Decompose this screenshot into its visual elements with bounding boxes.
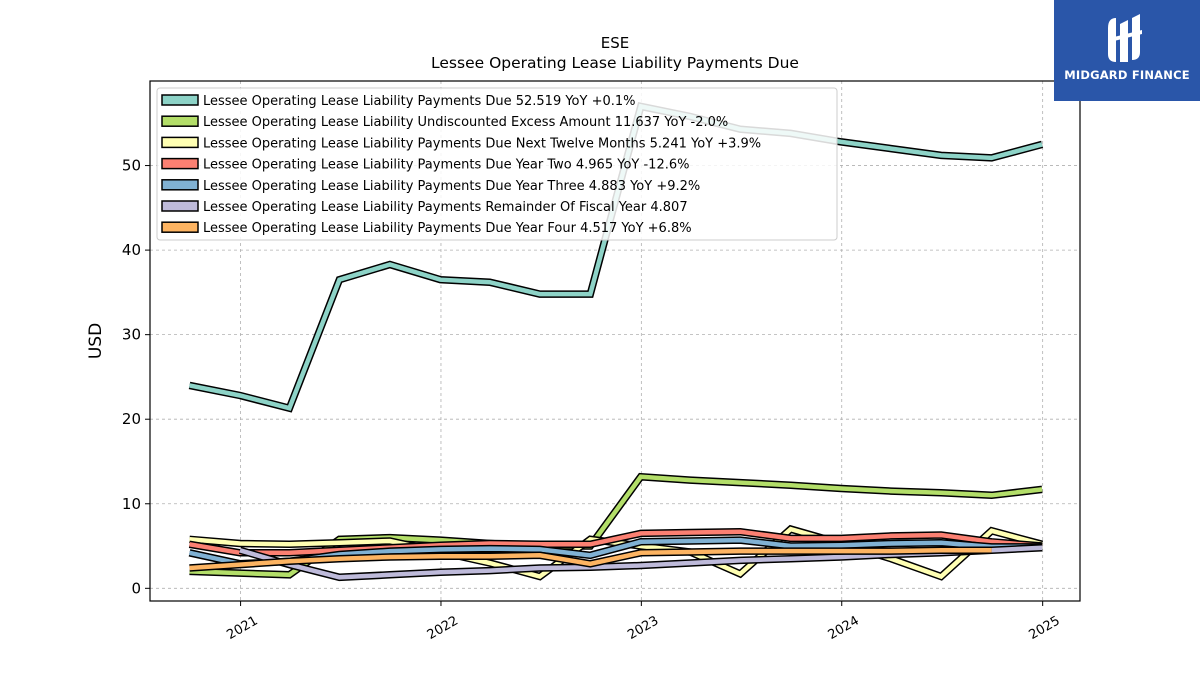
x-tick-label: 2024 bbox=[826, 613, 862, 643]
legend-swatch bbox=[161, 221, 199, 233]
legend-label: Lessee Operating Lease Liability Payment… bbox=[203, 136, 761, 151]
y-tick-label: 20 bbox=[122, 410, 141, 428]
y-tick-label: 40 bbox=[122, 241, 141, 259]
brand-name: MIDGARD FINANCE bbox=[1064, 68, 1190, 82]
x-tick-label: 2025 bbox=[1027, 613, 1063, 643]
legend-label: Lessee Operating Lease Liability Payment… bbox=[203, 200, 688, 215]
legend-swatch bbox=[161, 115, 199, 127]
y-axis-label: USD bbox=[86, 323, 106, 359]
legend-swatch bbox=[161, 136, 199, 149]
legend-swatch bbox=[161, 94, 199, 106]
plot-frame bbox=[149, 80, 1081, 602]
legend-label: Lessee Operating Lease Liability Payment… bbox=[203, 179, 700, 194]
y-tick-label: 50 bbox=[122, 157, 141, 175]
legend-label: Lessee Operating Lease Liability Undisco… bbox=[203, 115, 728, 130]
legend-swatch bbox=[161, 200, 199, 212]
chart-title: ESE bbox=[601, 34, 629, 52]
y-tick-label: 30 bbox=[122, 326, 141, 344]
chart-subtitle: Lessee Operating Lease Liability Payment… bbox=[431, 54, 799, 72]
legend-swatch bbox=[161, 179, 199, 191]
legend-label: Lessee Operating Lease Liability Payment… bbox=[203, 94, 636, 109]
series-3-line bbox=[189, 529, 1043, 556]
series-layer bbox=[188, 102, 1044, 582]
logo-mark-icon bbox=[1108, 14, 1142, 62]
y-tick-label: 0 bbox=[131, 579, 141, 597]
x-tick-label: 2022 bbox=[425, 613, 461, 643]
series-6-line bbox=[189, 548, 992, 571]
x-tick-label: 2021 bbox=[224, 613, 260, 643]
brand-logo: MIDGARD FINANCE bbox=[1054, 0, 1200, 101]
legend: Lessee Operating Lease Liability Payment… bbox=[156, 87, 838, 241]
legend-label: Lessee Operating Lease Liability Payment… bbox=[203, 158, 689, 173]
legend-box bbox=[156, 87, 838, 241]
y-tick-label: 10 bbox=[122, 495, 141, 513]
x-tick-label: 2023 bbox=[625, 613, 661, 643]
legend-swatch bbox=[161, 157, 199, 170]
legend-label: Lessee Operating Lease Liability Payment… bbox=[203, 221, 692, 236]
